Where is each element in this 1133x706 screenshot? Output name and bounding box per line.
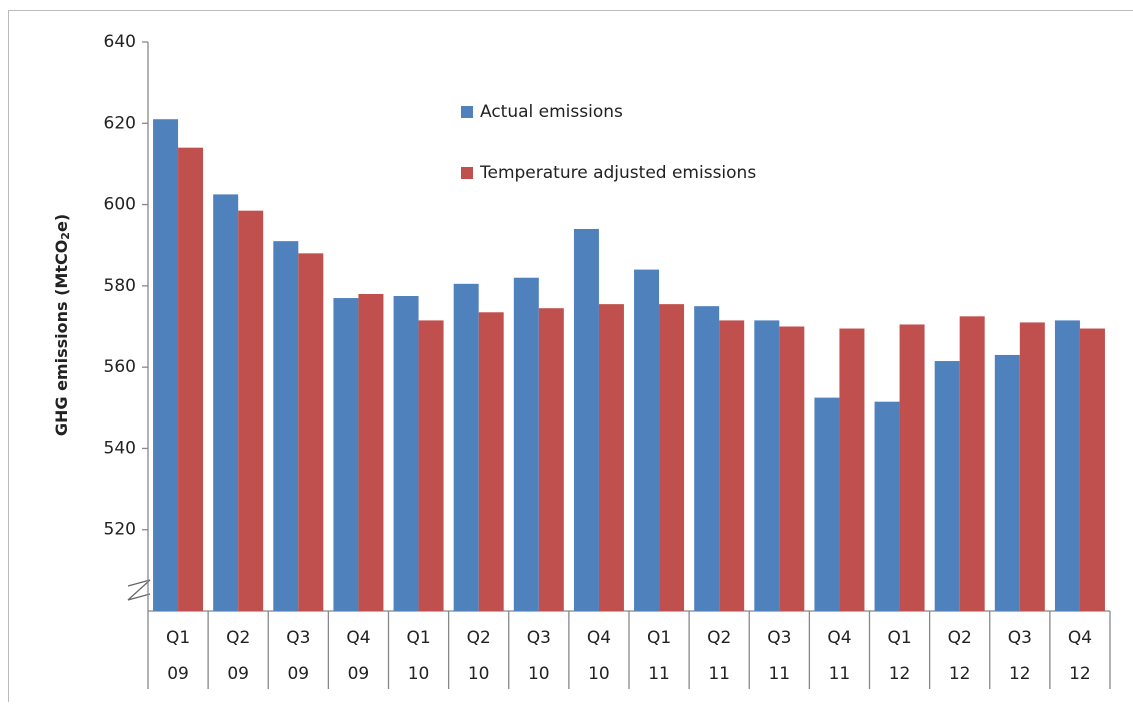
- x-tick-label: Q1: [406, 628, 430, 648]
- y-tick-label: 620: [104, 113, 136, 133]
- bar: [995, 355, 1020, 611]
- x-tick-label: Q3: [767, 628, 791, 648]
- bar: [960, 316, 985, 611]
- legend-swatch: [461, 167, 473, 179]
- bar: [659, 304, 684, 611]
- y-axis-title: GHG emissions (MtCO2e): [52, 214, 73, 436]
- x-tick-label: Q1: [647, 628, 671, 648]
- x-tick-label: Q2: [467, 628, 491, 648]
- legend-label: Actual emissions: [480, 102, 623, 122]
- x-tick-label: 10: [528, 664, 550, 684]
- x-tick-label: 09: [287, 664, 309, 684]
- x-tick-label: 12: [949, 664, 971, 684]
- x-tick-label: 09: [227, 664, 249, 684]
- x-tick-label: Q1: [166, 628, 190, 648]
- bar: [479, 312, 504, 611]
- bar: [333, 298, 358, 611]
- x-tick-label: Q4: [346, 628, 370, 648]
- legend-label: Temperature adjusted emissions: [479, 163, 756, 183]
- x-tick-label: 12: [889, 664, 911, 684]
- x-tick-label: 11: [768, 664, 790, 684]
- bar: [394, 296, 419, 611]
- bar: [1020, 322, 1045, 611]
- x-tick-label: 10: [468, 664, 490, 684]
- x-tick-label: 11: [648, 664, 670, 684]
- bar: [238, 211, 263, 611]
- y-axis-title-part: GHG emissions (MtCO: [52, 240, 71, 436]
- x-tick-label: Q4: [587, 628, 611, 648]
- x-tick-label: Q2: [707, 628, 731, 648]
- x-tick-label: Q4: [1068, 628, 1092, 648]
- bar: [754, 320, 779, 611]
- bar: [153, 119, 178, 611]
- bar: [900, 324, 925, 611]
- x-tick-label: Q2: [226, 628, 250, 648]
- bar: [935, 361, 960, 611]
- x-tick-label: Q4: [827, 628, 851, 648]
- bar: [298, 253, 323, 611]
- x-tick-label: 11: [829, 664, 851, 684]
- x-tick-label: Q1: [887, 628, 911, 648]
- bar: [358, 294, 383, 611]
- y-tick-label: 640: [104, 32, 136, 52]
- bar: [539, 308, 564, 611]
- bar: [599, 304, 624, 611]
- bar: [178, 148, 203, 611]
- x-tick-label: 12: [1069, 664, 1091, 684]
- x-tick-label: Q2: [948, 628, 972, 648]
- y-tick-label: 600: [104, 195, 136, 215]
- bar: [1055, 320, 1080, 611]
- x-tick-label: 09: [348, 664, 370, 684]
- x-tick-label: Q3: [527, 628, 551, 648]
- bar: [273, 241, 298, 611]
- x-tick-label: 12: [1009, 664, 1031, 684]
- bar: [454, 284, 479, 611]
- bar: [875, 402, 900, 611]
- y-tick-label: 560: [104, 357, 136, 377]
- x-tick-label: 09: [167, 664, 189, 684]
- bar: [814, 398, 839, 611]
- bar: [213, 194, 238, 611]
- bar: [839, 329, 864, 611]
- x-tick-label: 10: [408, 664, 430, 684]
- x-tick-label: 11: [708, 664, 730, 684]
- bar: [419, 320, 444, 611]
- axis-break: [128, 580, 150, 600]
- bar: [779, 327, 804, 612]
- bar: [574, 229, 599, 611]
- legend-swatch: [461, 106, 473, 118]
- y-axis-title-subscript: 2: [59, 232, 72, 240]
- bar: [694, 306, 719, 611]
- y-tick-label: 580: [104, 276, 136, 296]
- bar: [719, 320, 744, 611]
- x-tick-label: 10: [588, 664, 610, 684]
- x-tick-label: Q3: [286, 628, 310, 648]
- y-axis-title-part: e): [52, 214, 71, 232]
- y-tick-label: 520: [104, 520, 136, 540]
- bar: [514, 278, 539, 611]
- bar: [634, 270, 659, 611]
- y-tick-label: 540: [104, 438, 136, 458]
- bar: [1080, 329, 1105, 611]
- x-tick-label: Q3: [1008, 628, 1032, 648]
